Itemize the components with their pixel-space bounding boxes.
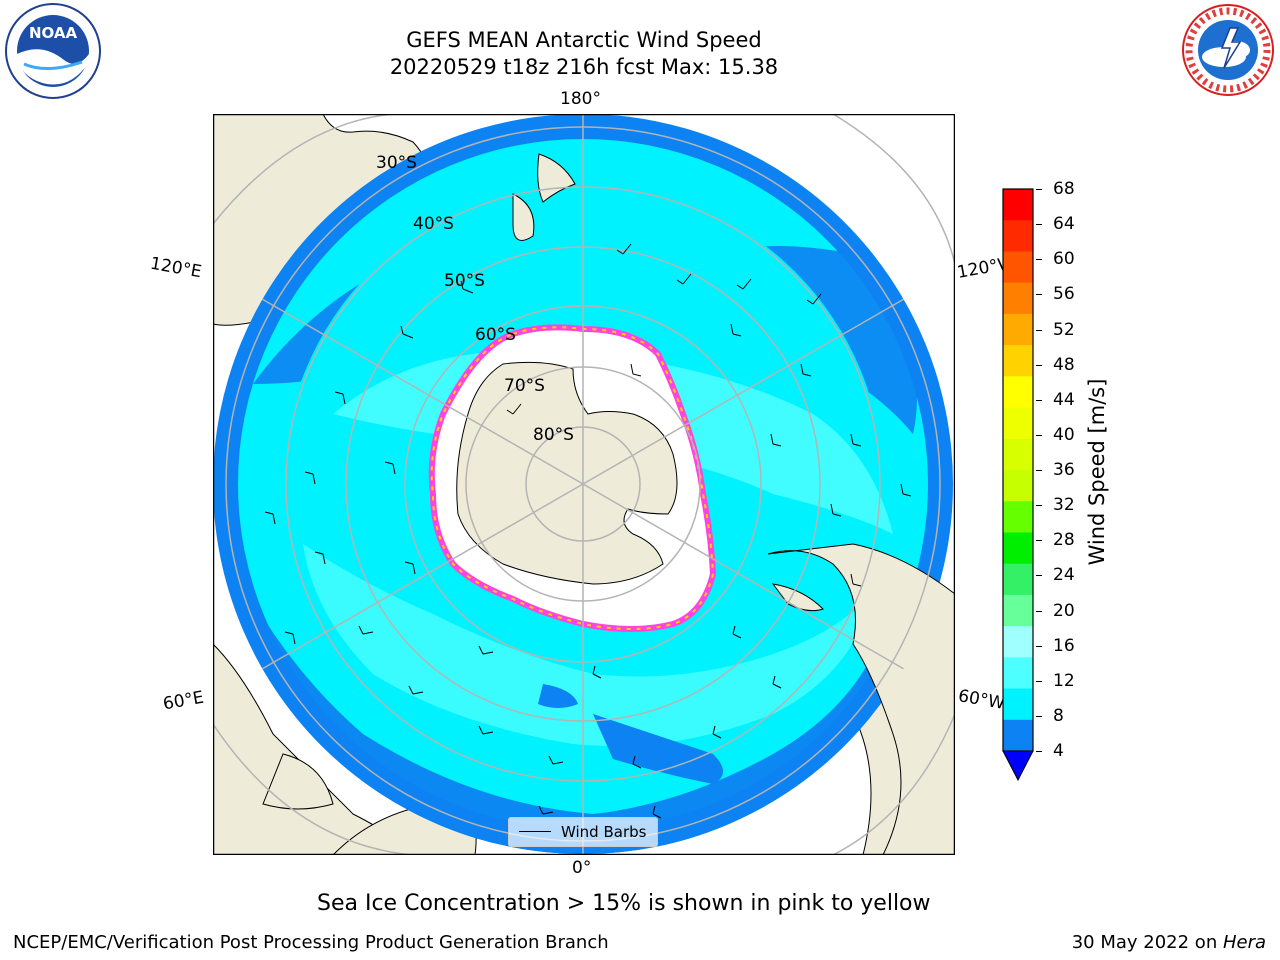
colorbar-tick-mark <box>1036 751 1042 752</box>
colorbar-tick-mark <box>1036 505 1042 507</box>
colorbar <box>1002 188 1034 782</box>
colorbar-tick-mark <box>1036 224 1042 226</box>
colorbar-step <box>1003 376 1033 409</box>
colorbar-step <box>1003 532 1033 565</box>
noaa-logo: NOAA <box>5 3 101 99</box>
colorbar-step <box>1003 688 1033 721</box>
colorbar-tick-mark <box>1036 189 1042 190</box>
legend-label: Wind Barbs <box>561 823 647 841</box>
sea-ice-caption: Sea Ice Concentration > 15% is shown in … <box>317 891 931 916</box>
colorbar-step <box>1003 719 1033 752</box>
colorbar-step <box>1003 282 1033 315</box>
lon-label-120e: 120°E <box>148 253 204 283</box>
plot-subtitle: 20220529 t18z 216h fcst Max: 15.38 <box>389 55 779 79</box>
colorbar-tick-label: 36 <box>1053 460 1075 480</box>
colorbar-step <box>1003 501 1033 533</box>
lat-label-60s: 60°S <box>475 325 516 345</box>
colorbar-tick-label: 52 <box>1053 319 1075 340</box>
colorbar-step <box>1003 345 1033 377</box>
colorbar-step <box>1003 407 1033 440</box>
colorbar-tick-mark <box>1036 645 1042 647</box>
colorbar-step <box>1003 657 1033 690</box>
graticule <box>225 114 941 854</box>
colorbar-tick-label: 28 <box>1053 530 1075 551</box>
colorbar-step <box>1003 563 1033 596</box>
colorbar-tick-label: 44 <box>1053 389 1075 410</box>
footer-right: 30 May 2022 on Hera <box>1072 932 1266 954</box>
colorbar-tick-label: 12 <box>1053 670 1075 691</box>
colorbar-tick-label: 24 <box>1053 565 1075 586</box>
colorbar-tick-mark <box>1036 329 1042 331</box>
southern-continents <box>512 153 955 855</box>
colorbar-step <box>1003 220 1033 252</box>
colorbar-tick-label: 8 <box>1053 705 1064 726</box>
colorbar-tick-label: 4 <box>1053 741 1064 761</box>
colorbar-tick-mark <box>1036 294 1042 296</box>
colorbar-tick-mark <box>1036 540 1042 542</box>
nws-logo <box>1182 4 1274 96</box>
colorbar-tick-mark <box>1036 575 1042 577</box>
colorbar-step <box>1003 251 1033 284</box>
colorbar-step <box>1003 626 1033 658</box>
lon-label-60e: 60°E <box>161 687 206 715</box>
colorbar-tick-mark <box>1036 364 1042 366</box>
colorbar-step <box>1003 594 1033 627</box>
colorbar-tick-mark <box>1036 434 1042 436</box>
colorbar-tick-mark <box>1036 610 1042 612</box>
footer-date: 30 May 2022 on <box>1071 932 1223 953</box>
colorbar-tick-mark <box>1036 680 1042 682</box>
colorbar-tick-label: 68 <box>1053 179 1075 199</box>
colorbar-tick-label: 56 <box>1053 284 1075 305</box>
wind-barb-line-icon <box>519 831 551 832</box>
polar-map <box>213 114 955 855</box>
map-legend: Wind Barbs <box>508 817 658 847</box>
wind-barbs <box>264 243 912 819</box>
colorbar-tick-mark <box>1036 715 1042 717</box>
colorbar-tick-label: 16 <box>1053 635 1075 656</box>
footer-left: NCEP/EMC/Verification Post Processing Pr… <box>13 932 609 953</box>
colorbar-tick-mark <box>1036 399 1042 401</box>
lon-label-0: 0° <box>572 858 592 878</box>
lat-label-50s: 50°S <box>444 271 485 291</box>
map-frame <box>213 114 955 855</box>
graticule-outer <box>213 114 955 855</box>
lat-label-70s: 70°S <box>504 376 545 396</box>
plot-title: GEFS MEAN Antarctic Wind Speed <box>406 28 762 52</box>
colorbar-step <box>1003 470 1033 502</box>
footer-host: Hera <box>1222 932 1266 953</box>
colorbar-label: Wind Speed [m/s] <box>1085 378 1109 566</box>
colorbar-tick-mark <box>1036 259 1042 261</box>
lon-label-180: 180° <box>560 89 601 109</box>
lat-label-80s: 80°S <box>533 425 574 445</box>
colorbar-step <box>1003 189 1033 221</box>
lat-label-40s: 40°S <box>413 214 454 234</box>
lon-label-60w: 60°W <box>956 686 1007 714</box>
colorbar-step <box>1003 313 1033 346</box>
colorbar-tick-label: 48 <box>1053 354 1075 375</box>
noaa-logo-text: NOAA <box>29 24 78 42</box>
colorbar-tick-mark <box>1036 470 1042 471</box>
colorbar-tick-label: 32 <box>1053 495 1075 516</box>
colorbar-tick-label: 60 <box>1053 249 1075 270</box>
colorbar-tick-label: 64 <box>1053 214 1075 235</box>
lat-label-30s: 30°S <box>376 153 417 173</box>
colorbar-tick-label: 20 <box>1053 600 1075 621</box>
colorbar-step <box>1003 438 1033 471</box>
colorbar-tick-label: 40 <box>1053 424 1075 445</box>
